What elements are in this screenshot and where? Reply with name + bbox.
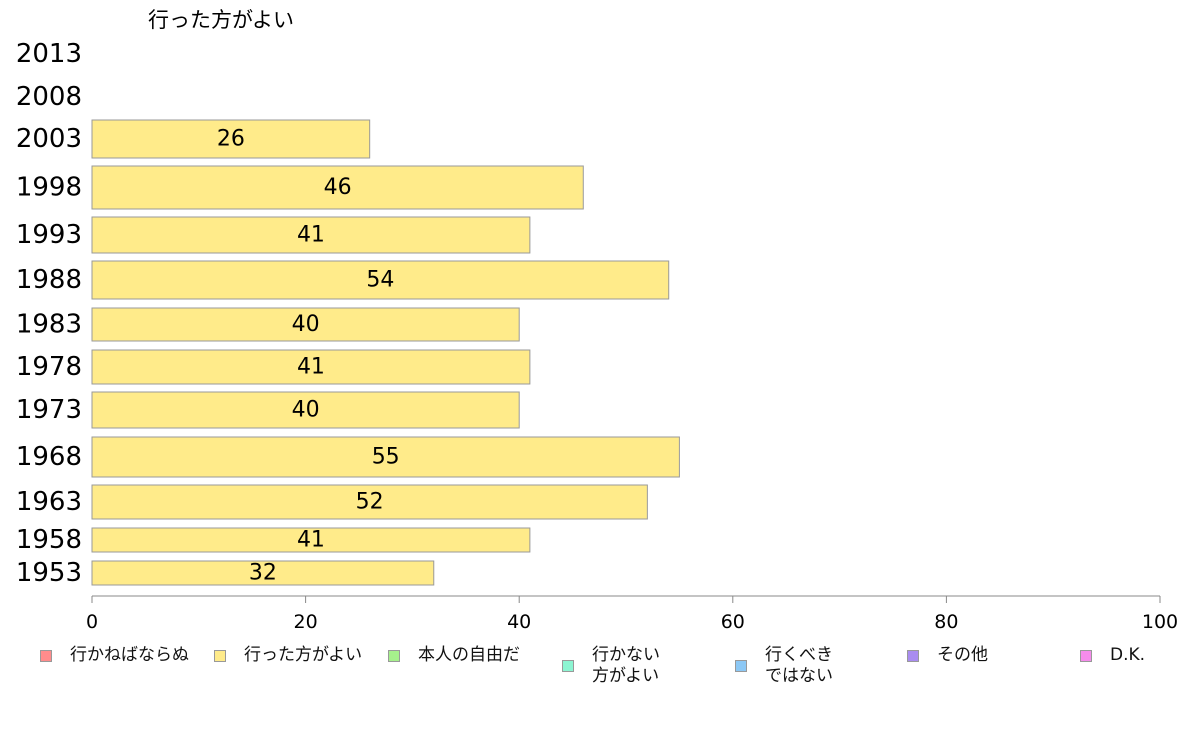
y-tick-label: 1978 [16,352,82,382]
legend-item: 行かねばならぬ [40,645,189,666]
bar [91,436,680,478]
x-tick-label: 0 [86,611,98,633]
legend-swatch [214,649,226,662]
legend-item: 行った方がよい [214,645,362,666]
x-tick-label: 40 [507,611,531,633]
bar [91,560,435,586]
legend-label: 行かねばならぬ [70,645,189,665]
legend-swatch [40,649,52,662]
legend-swatch [735,660,747,672]
y-tick-label: 1953 [16,558,82,588]
x-tick-label: 60 [721,611,745,633]
legend: 行かねばならぬ 行った方がよい 本人の自由だ 行かない 方がよい 行くべき ではない その… [0,640,1188,700]
x-axis: 0 20 40 60 80 100 [86,595,1178,633]
bar [91,307,520,342]
bar [91,165,584,210]
bar [91,119,371,159]
y-tick-label: 1993 [16,220,82,250]
chart-title: 行った方がよい [148,8,294,32]
y-tick-label: 1983 [16,310,82,340]
bar [91,260,670,300]
data-label: 54 [366,268,394,293]
legend-item: 行かない 方がよい [562,645,660,687]
data-label: 40 [292,398,320,423]
bar [91,349,531,385]
chart-svg: 行った方がよい 2013 2008 2003 26 1998 46 1993 41 1988 54… [16,8,1178,633]
data-label: 26 [217,127,245,152]
y-tick-label: 1988 [16,265,82,295]
data-label: 46 [324,175,352,200]
bar [91,391,520,429]
y-tick-label: 2003 [16,124,82,154]
bars-layer: 2013 2008 2003 26 1998 46 1993 41 1988 54 1983 40 19… [16,39,680,588]
data-label: 40 [292,312,320,337]
x-tick-label: 80 [934,611,958,633]
legend-swatch [907,649,919,662]
x-tick-label: 100 [1142,611,1178,633]
legend-swatch [562,660,574,672]
data-label: 52 [356,490,384,515]
legend-swatch [388,649,400,662]
bar [91,527,531,553]
legend-label: 本人の自由だ [418,645,520,665]
y-tick-label: 1963 [16,487,82,517]
legend-item: D.K. [1080,645,1145,666]
y-tick-label: 1973 [16,395,82,425]
legend-item: 本人の自由だ [388,645,520,666]
legend-swatch [1080,649,1092,662]
legend-label: D.K. [1110,645,1146,665]
x-tick-label: 20 [294,611,318,633]
legend-label: 行くべき ではない [765,645,833,686]
y-tick-label: 1968 [16,442,82,472]
data-label: 41 [297,355,325,380]
data-label: 41 [297,223,325,248]
data-label: 32 [249,561,277,586]
y-tick-label: 2013 [16,39,82,69]
data-label: 41 [297,528,325,553]
legend-item: その他 [907,645,988,666]
y-tick-label: 1998 [16,173,82,203]
bar [91,216,531,254]
legend-label: 行かない 方がよい [592,645,660,686]
legend-label: 行った方がよい [244,645,363,665]
bar [91,484,648,520]
y-tick-label: 2008 [16,82,82,112]
legend-label: その他 [937,645,988,665]
legend-item: 行くべき ではない [735,645,833,687]
y-tick-label: 1958 [16,525,82,555]
data-label: 55 [372,445,400,470]
